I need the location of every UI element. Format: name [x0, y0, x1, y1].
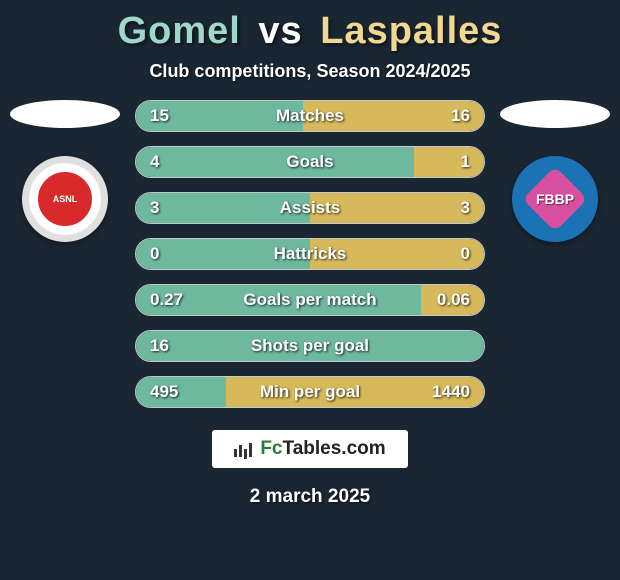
comparison-card: Gomel vs Laspalles Club competitions, Se…	[0, 0, 620, 580]
stat-value-left: 0	[150, 244, 159, 264]
stat-bar: Goals 4 1	[135, 146, 485, 178]
chart-icon	[234, 441, 254, 457]
stat-bar: Matches 15 16	[135, 100, 485, 132]
stat-label: Matches	[276, 106, 344, 126]
title: Gomel vs Laspalles	[118, 10, 503, 53]
date: 2 march 2025	[250, 486, 370, 508]
subtitle: Club competitions, Season 2024/2025	[149, 61, 470, 82]
stat-label: Goals	[286, 152, 333, 172]
stat-value-left: 0.27	[150, 290, 183, 310]
stat-value-right: 1440	[432, 382, 470, 402]
stat-bar: Goals per match 0.27 0.06	[135, 284, 485, 316]
stat-bar: Shots per goal 16	[135, 330, 485, 362]
stat-value-left: 15	[150, 106, 169, 126]
player2-name: Laspalles	[320, 10, 502, 52]
stat-label: Min per goal	[260, 382, 360, 402]
vs-label: vs	[258, 10, 302, 52]
stat-value-left: 495	[150, 382, 178, 402]
brand-suffix: Tables.com	[283, 438, 386, 459]
brand-prefix: Fc	[260, 438, 282, 459]
stat-label: Assists	[280, 198, 340, 218]
stats-bars: Matches 15 16 Goals 4 1 Assists 3 3 Hattricks 0 0 Go…	[135, 100, 485, 408]
left-column: ASNL	[5, 100, 125, 242]
main-row: ASNL Matches 15 16 Goals 4 1 Assists 3 3 Hattrick…	[0, 100, 620, 408]
stat-value-right: 0.06	[437, 290, 470, 310]
stat-bar: Hattricks 0 0	[135, 238, 485, 270]
stat-value-left: 3	[150, 198, 159, 218]
stat-label: Goals per match	[243, 290, 376, 310]
player1-name: Gomel	[118, 10, 241, 52]
left-badge-text: ASNL	[34, 168, 96, 230]
stat-value-right: 3	[461, 198, 470, 218]
right-club-badge: FBBP	[512, 156, 598, 242]
stat-fill-right	[414, 147, 484, 177]
right-flag-icon	[500, 100, 610, 128]
stat-value-right: 0	[461, 244, 470, 264]
footer-brand[interactable]: FcTables.com	[212, 430, 407, 468]
left-club-badge: ASNL	[22, 156, 108, 242]
stat-bar: Min per goal 495 1440	[135, 376, 485, 408]
stat-label: Hattricks	[274, 244, 347, 264]
stat-value-left: 4	[150, 152, 159, 172]
left-flag-icon	[10, 100, 120, 128]
stat-value-right: 16	[451, 106, 470, 126]
stat-value-left: 16	[150, 336, 169, 356]
right-column: FBBP	[495, 100, 615, 242]
stat-label: Shots per goal	[251, 336, 369, 356]
stat-value-right: 1	[461, 152, 470, 172]
brand-text: FcTables.com	[260, 438, 385, 460]
stat-fill-left	[136, 147, 414, 177]
stat-bar: Assists 3 3	[135, 192, 485, 224]
right-badge-text: FBBP	[536, 191, 574, 207]
